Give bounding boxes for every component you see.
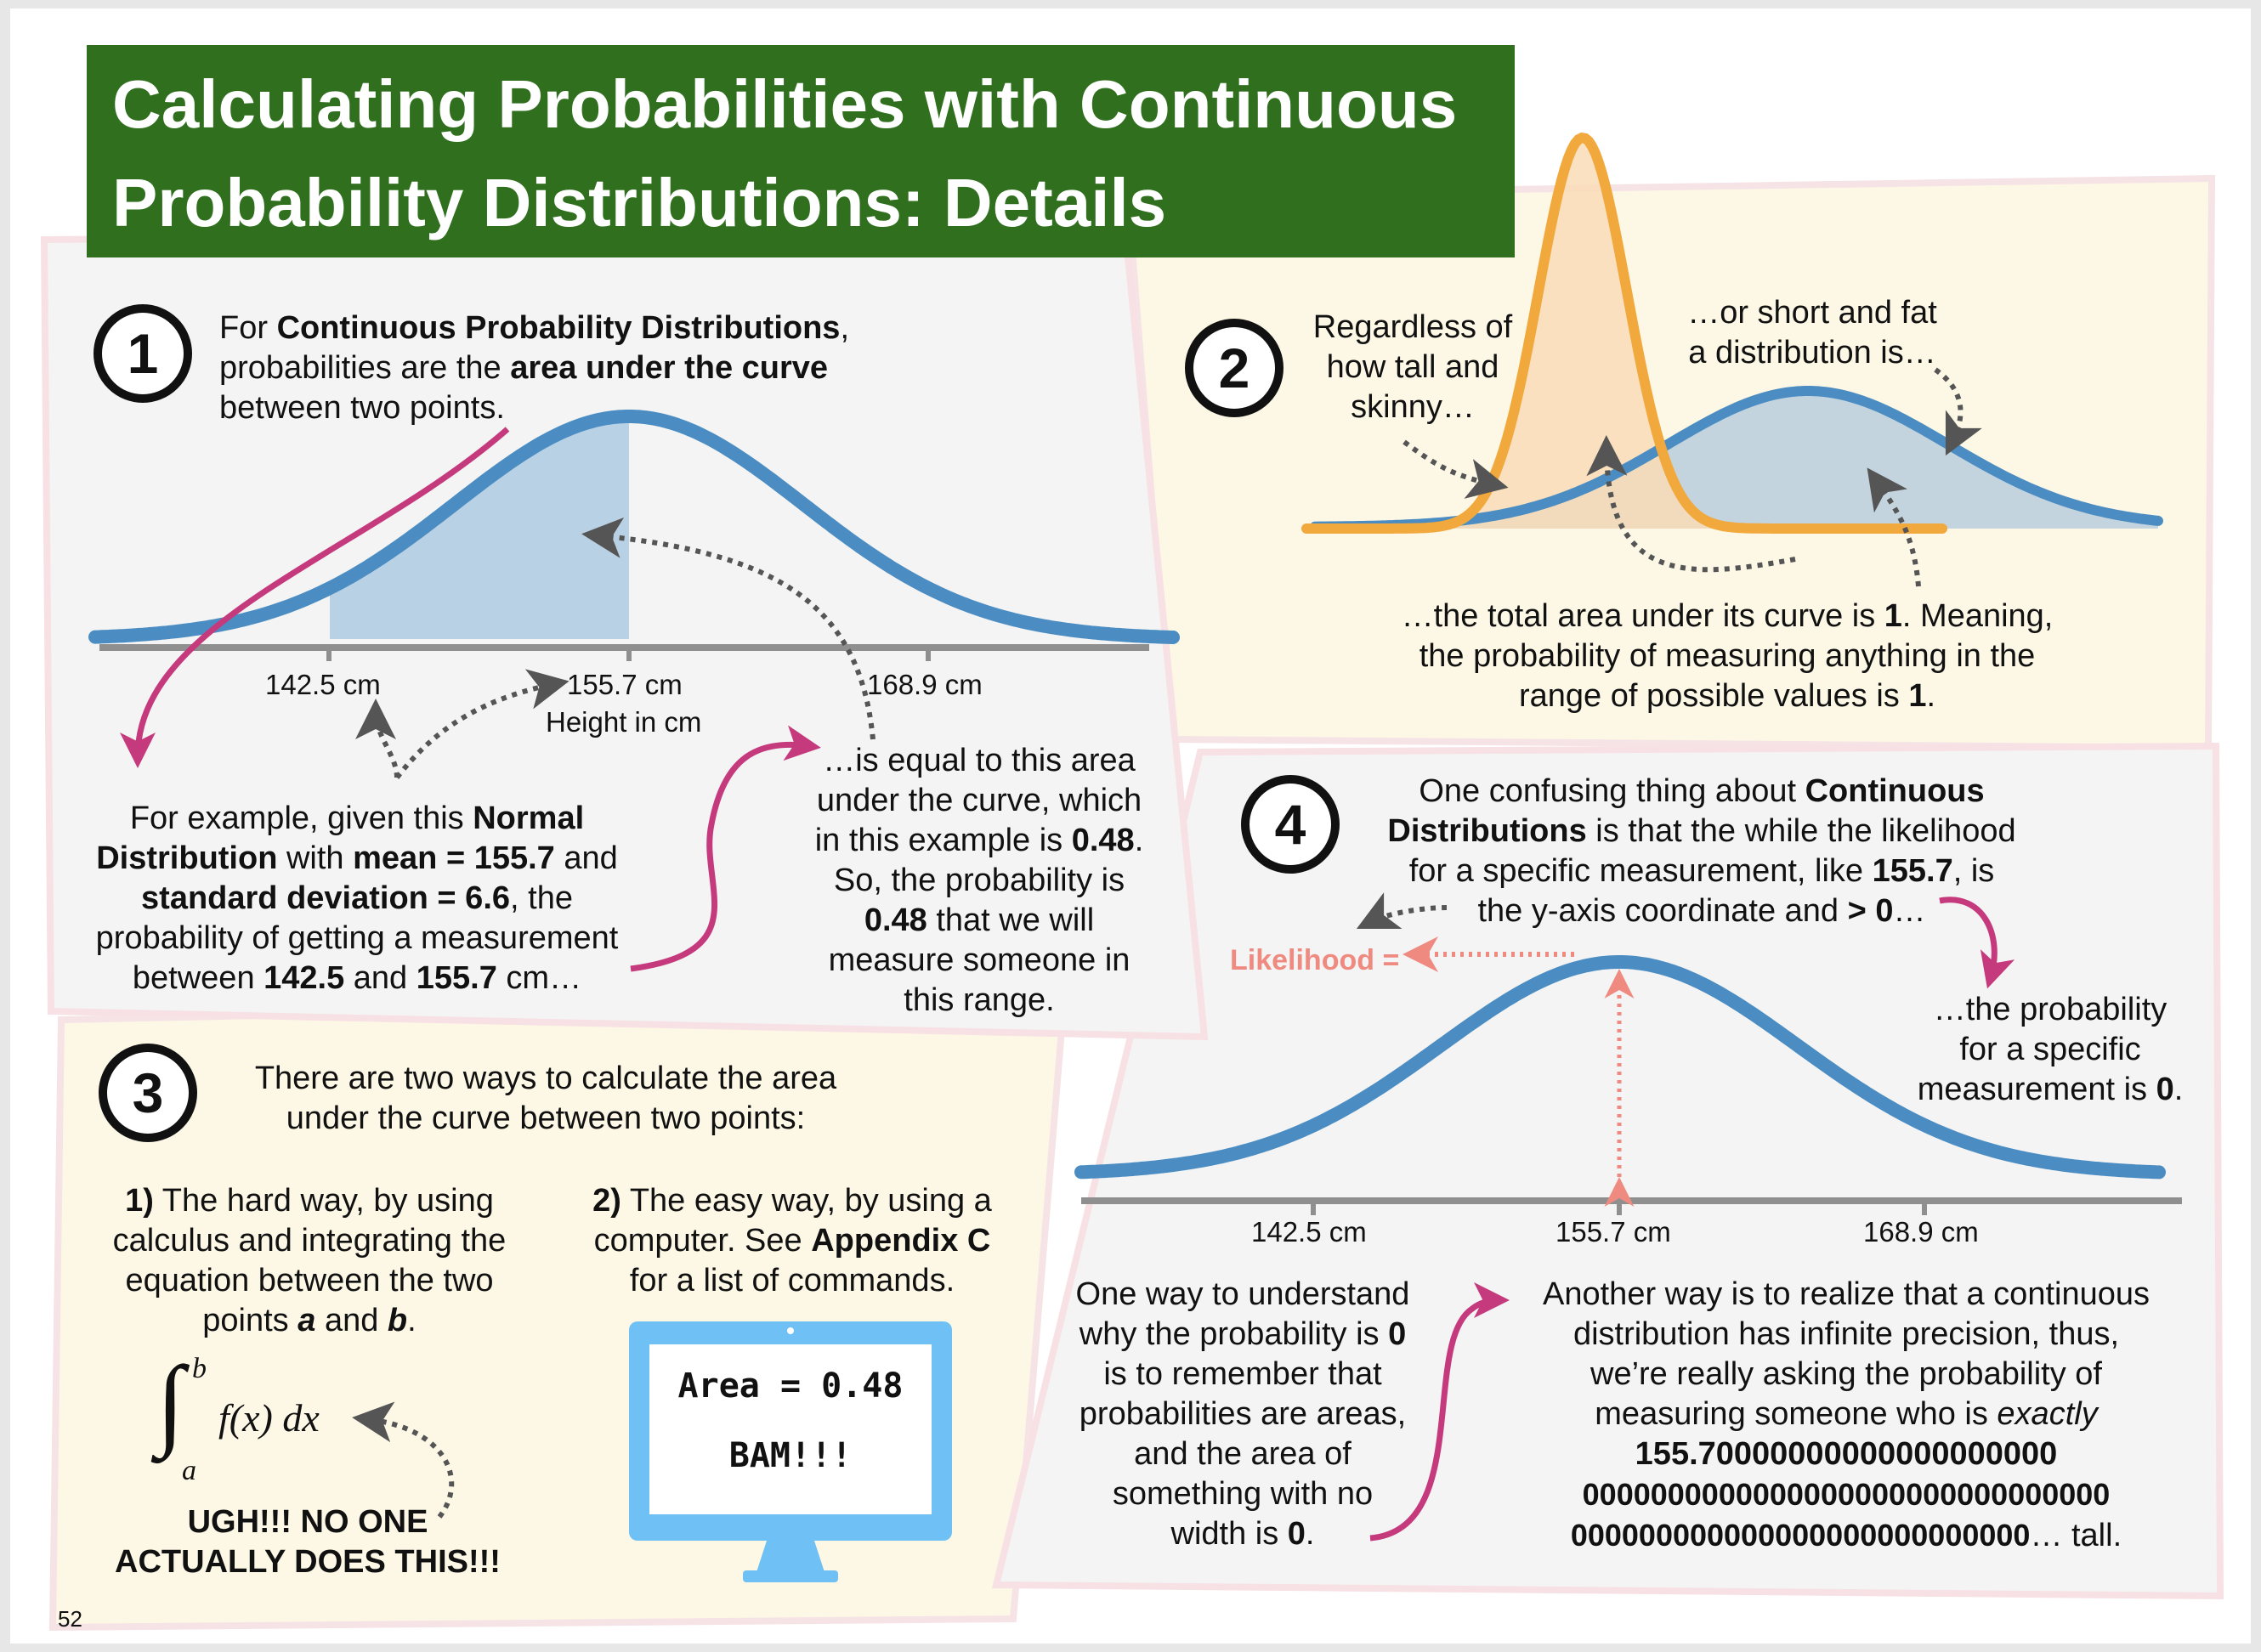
p2-tall-area bbox=[1449, 138, 1718, 529]
p1-equal-text: …is equal to this area under the curve, … bbox=[814, 743, 1144, 1018]
p3-number-badge: 3 bbox=[99, 1044, 197, 1142]
p1-arrow-to-example bbox=[120, 427, 510, 768]
p2-tall-curve bbox=[1301, 132, 1947, 534]
p1-axis-label: Height in cm bbox=[546, 706, 702, 738]
p2-dotted-arrow-area-left bbox=[1586, 435, 1796, 573]
p4-prob0-text: …the probability for a specific measureme… bbox=[1917, 992, 2184, 1107]
p4-another-way-text: Another way is to realize that a continu… bbox=[1543, 1276, 2150, 1553]
integral-upper: b bbox=[192, 1353, 207, 1384]
p2-short-text: …or short and fat a distribution is… bbox=[1687, 295, 1937, 371]
p1-normal-curve bbox=[88, 410, 1180, 644]
monitor-area-text: Area = 0.48 bbox=[677, 1366, 904, 1406]
p4-arrow-to-prob0 bbox=[1939, 897, 2015, 989]
p4-arrow-to-another bbox=[1369, 1282, 1510, 1542]
p4-tick-155: 155.7 cm bbox=[1556, 1216, 1671, 1247]
page-title: Calculating Probabilities with Continuou… bbox=[87, 45, 1515, 257]
monitor-screen bbox=[649, 1344, 932, 1514]
p1-example-text: For example, given this Normal Distribut… bbox=[95, 801, 619, 996]
p4-number-badge: 4 bbox=[1241, 775, 1340, 874]
p1-shaded-area bbox=[330, 416, 629, 639]
p4-normal-curve bbox=[1074, 955, 2166, 1180]
integral-sign: ∫ bbox=[156, 1345, 184, 1458]
p1-dotted-arrow-to-155 bbox=[394, 669, 570, 779]
page-number: 52 bbox=[58, 1606, 82, 1632]
p1-number-badge: 1 bbox=[94, 304, 192, 403]
title-line-2: Probability Distributions: Details bbox=[112, 165, 1167, 240]
title-line-1: Calculating Probabilities with Continuou… bbox=[112, 66, 1458, 142]
p3-hard-way: 1) The hard way, by using calculus and i… bbox=[112, 1183, 507, 1338]
page: Calculating Probabilities with Continuou… bbox=[10, 8, 2251, 1644]
p3-dotted-arrow-integral bbox=[352, 1401, 455, 1519]
p1-dotted-arrow-to-142 bbox=[355, 699, 400, 778]
p2-number-badge: 2 bbox=[1185, 319, 1284, 417]
p3-intro: There are two ways to calculate the area… bbox=[254, 1061, 837, 1136]
monitor-bam-text: BAM!!! bbox=[728, 1436, 853, 1475]
p4-likelihood-label: Likelihood = bbox=[1230, 944, 1400, 976]
p4-tick-142: 142.5 cm bbox=[1251, 1216, 1367, 1247]
monitor-stand bbox=[756, 1541, 824, 1572]
integral-lower: a bbox=[182, 1455, 196, 1486]
p3-easy-way: 2) The easy way, by using a computer. Se… bbox=[592, 1183, 992, 1298]
illustration bbox=[40, 132, 2224, 1632]
p2-dotted-arrow-area-right bbox=[1867, 467, 1921, 587]
p4-tick-168: 168.9 cm bbox=[1863, 1216, 1979, 1247]
integral-expression: f(x) dx bbox=[218, 1396, 320, 1440]
p1-intro: For Continuous Probability Distributions… bbox=[219, 310, 849, 426]
p3-ugh-text: UGH!!! NO ONE ACTUALLY DOES THIS!!! bbox=[115, 1504, 501, 1580]
p2-tall-text: Regardless of how tall and skinny… bbox=[1312, 309, 1513, 425]
p2-total-text: …the total area under its curve is 1. Me… bbox=[1401, 598, 2054, 714]
p1-tick-142: 142.5 cm bbox=[265, 669, 381, 700]
p1-dotted-arrow-to-area bbox=[581, 517, 876, 740]
p4-one-way-text: One way to understand why the probabilit… bbox=[1075, 1276, 1410, 1552]
p2-wide-area bbox=[1315, 391, 2158, 529]
p1-arrow-to-equal bbox=[630, 725, 821, 972]
p1-tick-168: 168.9 cm bbox=[867, 669, 983, 700]
p4-intro: One confusing thing about Continuous Dis… bbox=[1387, 773, 2016, 929]
p1-tick-155: 155.7 cm bbox=[567, 669, 683, 700]
p2-dotted-arrow-tall bbox=[1402, 439, 1509, 499]
